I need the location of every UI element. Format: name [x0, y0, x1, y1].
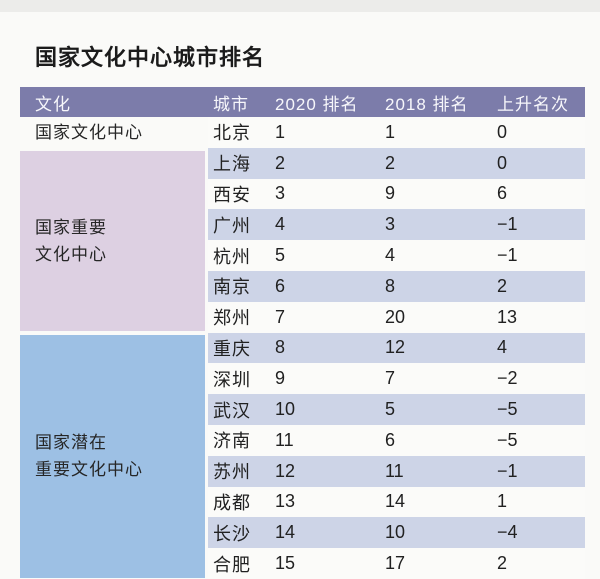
rank-2020-cell: 6	[275, 275, 286, 296]
table-row: 长沙 14 10 −4	[208, 517, 585, 549]
rank-2020-cell: 5	[275, 245, 286, 266]
column-header-rank-2020: 2020 排名	[275, 94, 359, 114]
page-title: 国家文化中心城市排名	[35, 45, 266, 70]
category-label: 国家重要	[35, 217, 107, 237]
rank-2018-cell: 11	[385, 460, 404, 481]
rank-2020-cell: 1	[275, 121, 286, 142]
rise-cell: 6	[497, 183, 508, 204]
rank-2020-cell: 14	[275, 522, 296, 543]
table-row: 深圳 9 7 −2	[208, 363, 585, 395]
city-cell: 南京	[213, 277, 251, 298]
rank-2018-cell: 9	[385, 183, 396, 204]
city-cell: 杭州	[213, 246, 251, 267]
table-row: 重庆 8 12 4	[208, 332, 585, 364]
rank-2020-cell: 8	[275, 337, 286, 358]
table-row: 苏州 12 11 −1	[208, 455, 585, 487]
rank-2018-cell: 7	[385, 368, 396, 389]
table-row: 武汉 10 5 −5	[208, 394, 585, 425]
rank-2020-cell: 11	[275, 429, 294, 450]
ranking-table: 文化 城市 2020 排名 2018 排名 上升名次 国家文化中心 国家重要文化中…	[20, 87, 585, 579]
table-row: 郑州 7 20 13	[208, 301, 585, 333]
rank-2018-cell: 2	[385, 152, 396, 173]
table-row: 济南 11 6 −5	[208, 424, 585, 456]
rank-2020-cell: 4	[275, 214, 286, 235]
city-cell: 武汉	[213, 400, 251, 421]
top-strip	[0, 0, 600, 12]
table-row: 合肥 15 17 2	[208, 548, 585, 579]
rank-2020-cell: 12	[275, 460, 296, 481]
rank-2018-cell: 3	[385, 214, 396, 235]
rise-cell: 1	[497, 491, 508, 512]
city-cell: 济南	[213, 431, 251, 452]
rows-column: 北京 1 1 0 上海 2 2 0 西安 3 9 6 广州 4 3 −1 杭州 5 4 −1 南京 6 8 2 郑州 7 20 13 重…	[208, 117, 585, 579]
category-block-tier1: 国家文化中心	[20, 117, 205, 148]
table-row: 上海 2 2 0	[208, 147, 585, 179]
table-body: 国家文化中心 国家重要 文化中心 国家潜在 重要文化中心 北京 1 1 0 上海 2 2 0 西安 3 9 6…	[20, 117, 585, 579]
rise-cell: −1	[497, 214, 518, 235]
category-label: 文化中心	[35, 244, 107, 264]
category-label: 国家潜在	[35, 433, 107, 453]
rank-2018-cell: 14	[385, 491, 406, 512]
table-row: 广州 4 3 −1	[208, 209, 585, 241]
rank-2020-cell: 13	[275, 491, 296, 512]
rise-cell: 13	[497, 306, 518, 327]
rise-cell: −5	[497, 429, 518, 450]
rank-2018-cell: 20	[385, 306, 406, 327]
city-cell: 广州	[213, 215, 251, 236]
page: 国家文化中心城市排名 文化 城市 2020 排名 2018 排名 上升名次 国家…	[0, 12, 600, 579]
rise-cell: −1	[497, 460, 518, 481]
city-cell: 合肥	[213, 554, 251, 575]
city-cell: 西安	[213, 184, 251, 205]
rise-cell: 2	[497, 275, 508, 296]
category-label: 重要文化中心	[35, 460, 143, 480]
rank-2018-cell: 10	[385, 522, 406, 543]
rise-cell: −4	[497, 522, 518, 543]
table-row: 北京 1 1 0	[208, 117, 585, 148]
city-cell: 长沙	[213, 523, 251, 544]
city-cell: 成都	[213, 492, 251, 513]
rank-2020-cell: 2	[275, 152, 286, 173]
table-row: 南京 6 8 2	[208, 270, 585, 302]
rank-2018-cell: 12	[385, 337, 406, 358]
rank-2018-cell: 17	[385, 553, 406, 574]
rank-2018-cell: 6	[385, 429, 396, 450]
category-label: 国家文化中心	[35, 122, 143, 142]
rank-2018-cell: 1	[385, 121, 396, 142]
rise-cell: 0	[497, 152, 508, 173]
city-cell: 重庆	[213, 338, 251, 359]
city-cell: 深圳	[213, 369, 251, 390]
table-row: 成都 13 14 1	[208, 486, 585, 518]
rise-cell: −5	[497, 399, 518, 420]
rank-2020-cell: 7	[275, 306, 286, 327]
city-cell: 上海	[213, 154, 251, 175]
rise-cell: −1	[497, 245, 518, 266]
rank-2020-cell: 3	[275, 183, 286, 204]
rank-2018-cell: 4	[385, 245, 396, 266]
column-header-rank-2018: 2018 排名	[385, 94, 469, 114]
table-header-row: 文化 城市 2020 排名 2018 排名 上升名次	[20, 87, 585, 117]
city-cell: 苏州	[213, 462, 251, 483]
rank-2018-cell: 8	[385, 275, 396, 296]
rise-cell: 2	[497, 553, 508, 574]
rank-2020-cell: 9	[275, 368, 286, 389]
rank-2018-cell: 5	[385, 399, 396, 420]
table-row: 西安 3 9 6	[208, 178, 585, 210]
table-row: 杭州 5 4 −1	[208, 240, 585, 271]
rise-cell: 0	[497, 121, 508, 142]
category-block-tier2: 国家重要 文化中心	[20, 150, 205, 331]
category-column: 国家文化中心 国家重要文化中心国家潜在重要文化中心	[20, 117, 208, 579]
column-header-culture: 文化	[35, 94, 71, 114]
city-cell: 郑州	[213, 308, 251, 329]
city-cell: 北京	[213, 123, 251, 144]
column-header-rise: 上升名次	[497, 94, 569, 114]
rise-cell: 4	[497, 337, 508, 358]
rise-cell: −2	[497, 368, 518, 389]
rank-2020-cell: 10	[275, 399, 296, 420]
category-block-tier3: 国家潜在重要文化中心	[20, 334, 205, 578]
rank-2020-cell: 15	[275, 553, 296, 574]
column-header-city: 城市	[213, 94, 249, 114]
